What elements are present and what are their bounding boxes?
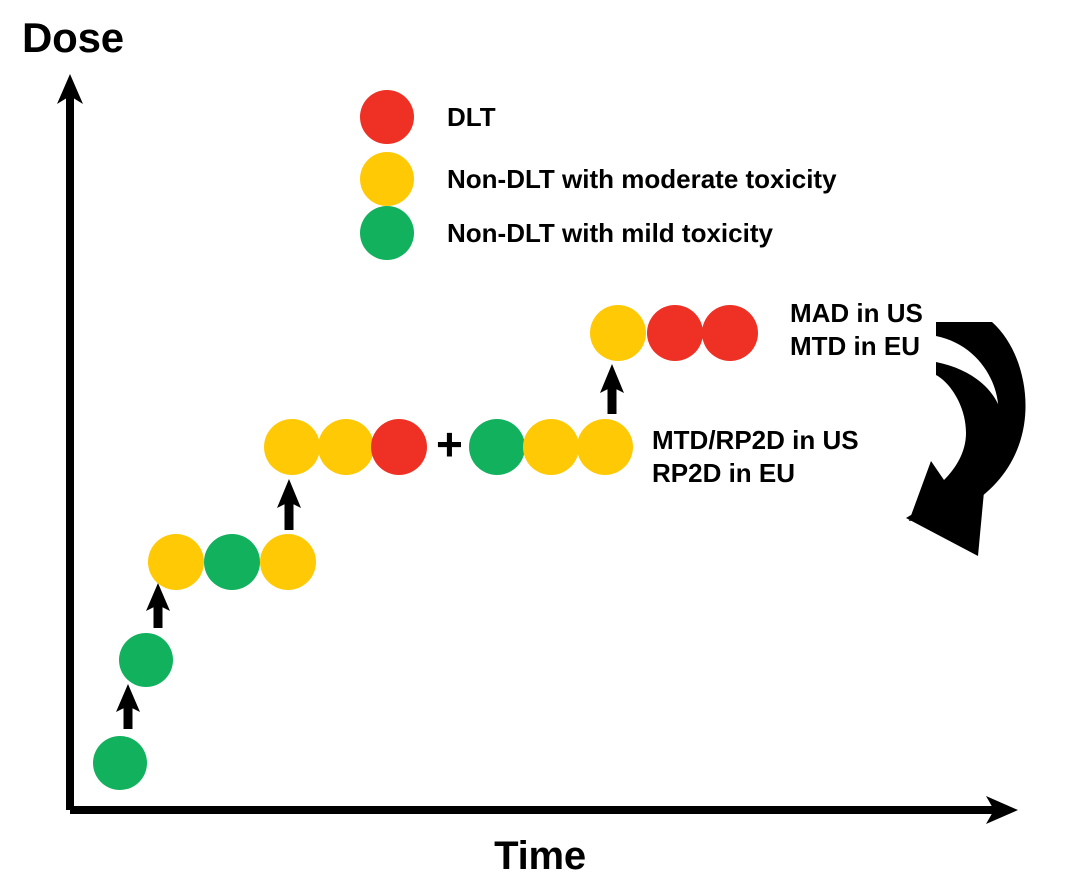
subject-dot-moderate: [523, 419, 579, 475]
legend-swatch-mild: [360, 206, 414, 260]
annotation-mtd-rp2d-line-2: RP2D in EU: [652, 458, 796, 488]
annotation-mtd-rp2d-line-1: MTD/RP2D in US: [652, 425, 859, 455]
legend-item-dlt: DLT: [360, 90, 496, 144]
legend-label-dlt: DLT: [447, 101, 496, 132]
de-escalation-curved-arrow: [906, 322, 1026, 556]
legend-swatch-dlt: [360, 90, 414, 144]
escalation-arrow-2: [146, 583, 170, 628]
subject-dot-dlt: [371, 419, 427, 475]
subject-dot-moderate: [590, 305, 646, 361]
subject-dot-mild: [469, 419, 525, 475]
expansion-cohort-plus-sign: +: [436, 418, 463, 470]
subject-dot-moderate: [148, 534, 204, 590]
escalation-arrow-4: [600, 364, 624, 414]
subject-dot-mild: [93, 736, 147, 790]
subject-dot-mild: [119, 633, 173, 687]
legend-label-mild: Non-DLT with mild toxicity: [447, 217, 773, 248]
annotation-mad-mtd-line-1: MAD in US: [790, 298, 923, 328]
legend-item-moderate: Non-DLT with moderate toxicity: [360, 152, 837, 206]
subject-dot-moderate: [318, 419, 374, 475]
legend-item-mild: Non-DLT with mild toxicity: [360, 206, 773, 260]
subject-dot-moderate: [577, 419, 633, 475]
x-axis-label: Time: [494, 834, 586, 878]
subject-dot-moderate: [264, 419, 320, 475]
x-axis: [70, 796, 1018, 824]
subject-dot-mild: [204, 534, 260, 590]
legend-swatch-moderate: [360, 152, 414, 206]
annotation-mad-mtd: MAD in US MTD in EU: [790, 297, 923, 363]
escalation-arrow-1: [116, 684, 140, 729]
subject-dot-moderate: [260, 534, 316, 590]
y-axis: [57, 74, 83, 810]
y-axis-label: Dose: [22, 14, 124, 61]
annotation-mad-mtd-line-2: MTD in EU: [790, 331, 920, 361]
subject-dot-dlt: [702, 305, 758, 361]
legend-label-moderate: Non-DLT with moderate toxicity: [447, 163, 837, 194]
subject-dot-dlt: [647, 305, 703, 361]
escalation-arrow-3: [277, 479, 301, 530]
annotation-mtd-rp2d: MTD/RP2D in US RP2D in EU: [652, 424, 859, 490]
